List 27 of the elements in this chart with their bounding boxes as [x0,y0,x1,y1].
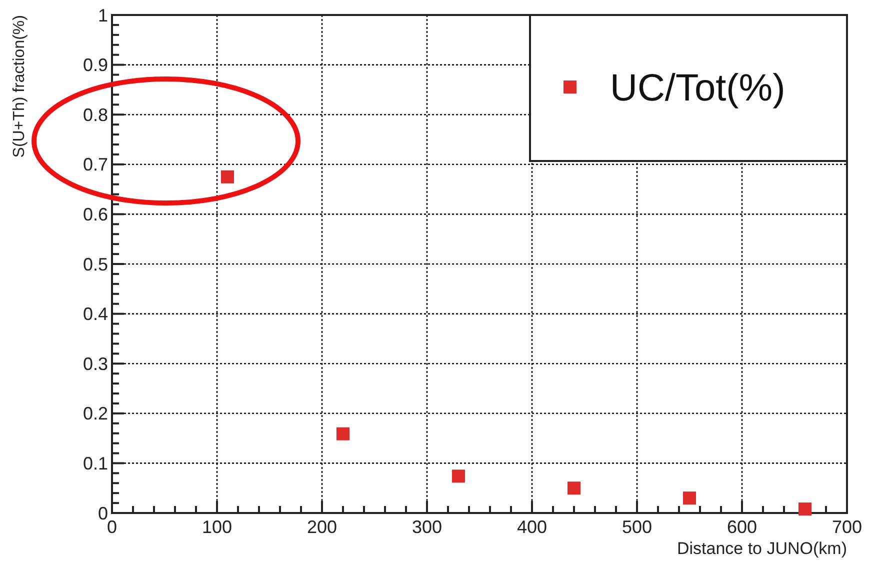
y-tick-label: 0.7 [82,154,108,175]
point [798,502,812,516]
point [336,427,350,440]
x-tick-label: 200 [306,517,338,537]
x-tick-label: 300 [412,517,442,537]
y-tick-label: 0.2 [82,404,108,424]
point [452,470,465,483]
y-axis-title: S(U+Th) fraction(%) [11,15,28,158]
y-tick-label: 0.9 [82,55,108,76]
point [221,170,234,184]
y-tick-label: 0 [98,503,108,524]
y-tick-label: 0.5 [82,254,108,274]
y-tick-label: 1 [98,5,108,26]
y-tick-label: 0.1 [82,454,108,474]
x-tick-label: 100 [202,517,232,537]
x-tick-label: 600 [726,517,758,537]
point [683,492,696,505]
y-tick-label: 0.8 [82,104,108,125]
y-tick-label: 0.4 [82,304,108,324]
x-tick-label: 500 [622,517,652,537]
y-tick-label: 0.6 [82,204,108,224]
x-tick-label: 400 [516,517,548,537]
x-axis-title: Distance to JUNO(km) [676,539,847,558]
legend-label: UC/Tot(%) [610,67,786,110]
y-tick-label: 0.3 [82,354,108,374]
x-tick-label: 700 [832,517,862,537]
point [568,482,580,495]
